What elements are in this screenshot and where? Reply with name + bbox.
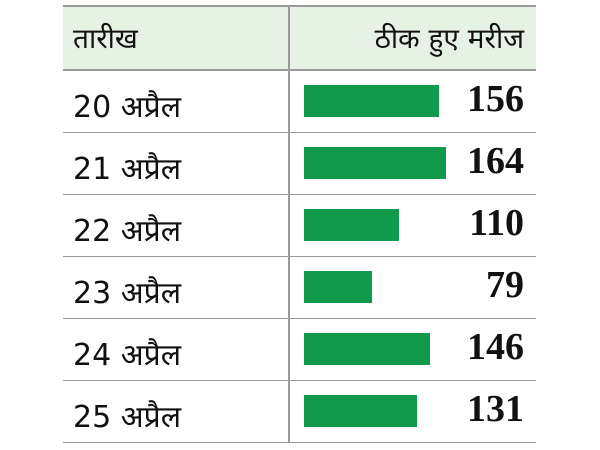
value-bar xyxy=(304,271,372,303)
value-label: 156 xyxy=(467,78,524,120)
date-column-header: तारीख xyxy=(73,22,138,55)
date-label: 22 अप्रैल xyxy=(73,214,182,249)
table-row: 22 अप्रैल 110 xyxy=(63,195,536,257)
date-label: 21 अप्रैल xyxy=(73,152,182,187)
data-table: तारीख ठीक हुए मरीज 20 अप्रैल 156 21 अप्रैल… xyxy=(63,5,536,443)
column-divider xyxy=(288,5,290,443)
value-bar xyxy=(304,85,439,117)
value-label: 164 xyxy=(467,140,524,182)
date-label: 24 अप्रैल xyxy=(73,338,182,373)
value-label: 146 xyxy=(467,326,524,368)
table-row: 21 अप्रैल 164 xyxy=(63,133,536,195)
value-label: 79 xyxy=(486,264,524,306)
recovered-column-header: ठीक हुए मरीज xyxy=(374,22,524,55)
date-label: 20 अप्रैल xyxy=(73,90,182,125)
table-header: तारीख ठीक हुए मरीज xyxy=(63,5,536,71)
value-label: 110 xyxy=(469,202,524,244)
table-row: 25 अप्रैल 131 xyxy=(63,381,536,443)
date-label: 25 अप्रैल xyxy=(73,400,182,435)
table-row: 23 अप्रैल 79 xyxy=(63,257,536,319)
date-label: 23 अप्रैल xyxy=(73,276,182,311)
value-bar xyxy=(304,147,446,179)
value-bar xyxy=(304,209,399,241)
value-bar xyxy=(304,333,430,365)
table-row: 24 अप्रैल 146 xyxy=(63,319,536,381)
value-label: 131 xyxy=(467,388,524,430)
value-bar xyxy=(304,395,417,427)
table-row: 20 अप्रैल 156 xyxy=(63,71,536,133)
